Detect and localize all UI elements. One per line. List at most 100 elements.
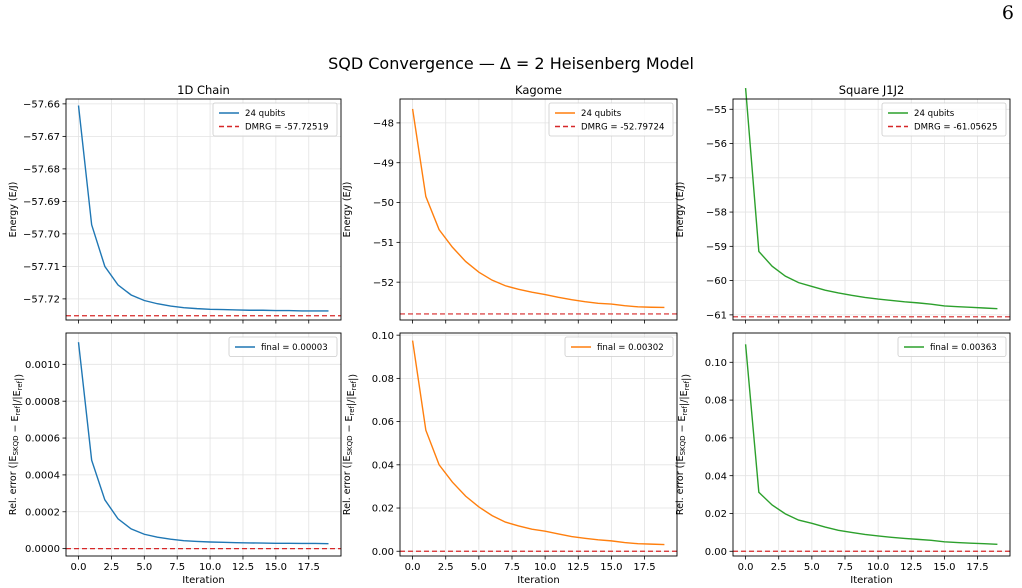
chart-square-energy: −61 −60 −59 −58 −57 −56 −55 Square J1J2 Energy (… <box>675 83 1011 324</box>
x-tick-label: 5.0 <box>804 562 820 573</box>
data-point <box>235 308 238 311</box>
data-point <box>411 339 414 342</box>
data-point <box>261 309 264 312</box>
x-tick-label: 10.0 <box>867 562 889 573</box>
data-point <box>222 541 225 544</box>
data-point <box>943 540 946 543</box>
series-line <box>411 340 665 546</box>
data-point <box>130 527 133 530</box>
data-point <box>314 309 317 312</box>
data-point <box>327 309 330 312</box>
data-point <box>301 542 304 545</box>
y-tick-label: 0.0002 <box>25 507 60 518</box>
data-point <box>916 538 919 541</box>
y-tick-label: −58 <box>706 208 727 219</box>
data-point <box>464 495 467 498</box>
data-point <box>757 491 760 494</box>
data-point <box>517 288 520 291</box>
data-point <box>930 303 933 306</box>
subplot-title: Kagome <box>515 83 562 97</box>
data-point <box>903 300 906 303</box>
x-tick-label: 0.0 <box>738 562 754 573</box>
y-tick-label: −61 <box>706 310 727 321</box>
x-axis-label: Iteration <box>850 575 892 586</box>
legend-label: DMRG = -61.05625 <box>914 123 997 133</box>
data-point <box>477 505 480 508</box>
data-point <box>969 306 972 309</box>
y-tick-label: 0.0008 <box>25 397 60 408</box>
data-point <box>943 304 946 307</box>
data-point <box>477 271 480 274</box>
x-tick-label: 12.5 <box>567 562 589 573</box>
data-point <box>850 531 853 534</box>
data-point <box>863 533 866 536</box>
data-point <box>274 542 277 545</box>
series-line <box>77 105 329 312</box>
data-point <box>983 306 986 309</box>
legend-label: DMRG = -57.72519 <box>245 123 328 133</box>
y-axis-label: Rel. error (|ESKQD − Eref|/|Eref|) <box>675 374 692 515</box>
y-tick-label: −57.70 <box>23 229 60 240</box>
axes-frame <box>732 98 1011 321</box>
data-point <box>863 296 866 299</box>
data-point <box>996 307 999 310</box>
chart-chain-error: 0.0 2.5 5.0 7.5 10.0 12.5 15.0 17.5 0.0000 0.0002… <box>8 332 342 586</box>
legend-label: 24 qubits <box>581 109 622 119</box>
data-point <box>597 302 600 305</box>
data-point <box>143 299 146 302</box>
data-point <box>544 530 547 533</box>
x-tick-label: 15.0 <box>265 562 287 573</box>
data-point <box>77 104 80 107</box>
data-point <box>890 536 893 539</box>
data-point <box>610 302 613 305</box>
data-point <box>610 539 613 542</box>
data-point <box>530 528 533 531</box>
data-point <box>824 289 827 292</box>
data-point <box>583 300 586 303</box>
data-point <box>877 534 880 537</box>
data-point <box>287 542 290 545</box>
data-point <box>983 542 986 545</box>
legend-box <box>228 336 338 357</box>
data-point <box>810 285 813 288</box>
y-tick-label: −59 <box>706 242 727 253</box>
y-tick-label: −49 <box>373 158 394 169</box>
y-tick-label: 0.0010 <box>25 360 60 371</box>
data-point <box>182 539 185 542</box>
x-tick-label: 15.0 <box>933 562 955 573</box>
axes-frame <box>399 98 678 321</box>
axes-frame <box>732 332 1011 557</box>
y-tick-label: −57.71 <box>23 262 60 273</box>
y-tick-label: 0.0000 <box>25 544 60 555</box>
data-point <box>274 309 277 312</box>
data-point <box>916 301 919 304</box>
data-point <box>504 520 507 523</box>
y-axis-label: Energy (E/J) <box>8 182 19 238</box>
series-line <box>744 87 998 310</box>
data-point <box>235 541 238 544</box>
y-tick-label: −48 <box>373 118 394 129</box>
data-point <box>784 512 787 515</box>
x-tick-label: 0.0 <box>405 562 421 573</box>
data-point <box>451 246 454 249</box>
axes-frame <box>399 332 678 557</box>
data-point <box>301 309 304 312</box>
x-tick-label: 12.5 <box>232 562 254 573</box>
y-tick-label: −57.67 <box>23 132 60 143</box>
series-line <box>411 108 665 309</box>
x-tick-label: 7.5 <box>169 562 185 573</box>
data-point <box>464 260 467 263</box>
series-line <box>77 342 329 545</box>
data-point <box>824 525 827 528</box>
x-axis-label: Iteration <box>517 575 559 586</box>
x-tick-label: 12.5 <box>900 562 922 573</box>
y-tick-label: 0.06 <box>372 417 394 428</box>
data-point <box>877 297 880 300</box>
legend-label: 24 qubits <box>245 109 286 119</box>
data-point <box>103 498 106 501</box>
chart-chain-energy: −57.72 −57.71 −57.70 −57.69 −57.68 −57.67 −57.… <box>8 83 342 324</box>
data-point <box>956 305 959 308</box>
data-point <box>491 279 494 282</box>
y-tick-label: −50 <box>373 198 394 209</box>
data-point <box>744 86 747 89</box>
